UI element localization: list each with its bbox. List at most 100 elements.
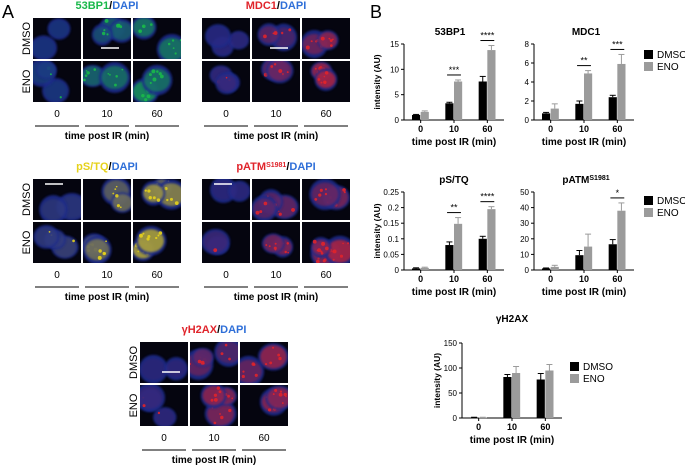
y-tick-label: 4 (525, 78, 530, 87)
row-label: ENO (21, 69, 33, 93)
micrograph-tile (240, 385, 288, 426)
micrograph-tile (252, 18, 300, 59)
legend-swatch (644, 208, 653, 217)
micrograph-tile (202, 18, 250, 59)
micrograph-tile (302, 222, 350, 263)
micrograph-tile (252, 179, 300, 220)
micrograph-tile (252, 222, 300, 263)
time-tick: 10 (101, 270, 113, 281)
micrograph-tile (83, 18, 131, 59)
time-tick: 0 (54, 270, 60, 281)
bar-dmso (608, 97, 617, 120)
legend-swatch (644, 50, 653, 59)
bar-eno (478, 417, 487, 419)
bar-dmso (542, 268, 551, 270)
chart-title: pATMS1981 (562, 175, 609, 187)
y-tick-label: 20 (520, 235, 529, 244)
legend-swatch (644, 196, 653, 205)
legend-swatch (570, 374, 579, 383)
x-tick-label: 60 (612, 274, 622, 284)
bar-eno (487, 50, 496, 120)
significance-label: *** (612, 39, 623, 49)
significance-label: **** (480, 31, 495, 41)
micrograph-tile (133, 61, 181, 102)
micrograph-tile (83, 222, 131, 263)
x-tick-label: 10 (449, 274, 459, 284)
legend-label: ENO (657, 208, 679, 219)
y-axis-label: intensity (AU) (432, 353, 442, 408)
x-tick-label: 60 (540, 422, 550, 432)
bar-dmso (470, 417, 479, 419)
x-tick-label: 60 (612, 124, 622, 134)
time-axis-label: time post IR (min) (65, 292, 149, 303)
micrograph-title: γH2AX/DAPI (182, 324, 247, 336)
x-axis-label: time post IR (min) (412, 137, 496, 148)
significance-label: **** (480, 192, 495, 202)
bar-eno (617, 63, 626, 120)
time-tick: 60 (320, 270, 332, 281)
x-tick-label: 10 (507, 422, 517, 432)
bar-dmso (536, 379, 545, 418)
micrograph-tile (252, 61, 300, 102)
legend-label: DMSO (657, 196, 685, 207)
x-tick-label: 60 (482, 274, 492, 284)
bar-dmso (503, 377, 512, 418)
bar-dmso (575, 255, 584, 270)
bar-eno (584, 73, 593, 120)
time-tick: 0 (223, 109, 229, 120)
bar-dmso (608, 244, 617, 270)
time-tick: 10 (270, 270, 282, 281)
micrograph-title: pATMS1981/DAPI (236, 161, 315, 173)
y-tick-label: 0 (395, 266, 400, 275)
panel-label-a: A (2, 2, 14, 22)
bar-eno (420, 111, 429, 120)
y-tick-label: 5 (395, 91, 400, 100)
x-tick-label: 10 (449, 124, 459, 134)
micrograph-tile (33, 179, 81, 220)
micrograph-tile (133, 222, 181, 263)
time-tick: 60 (320, 109, 332, 120)
time-axis-label: time post IR (min) (65, 131, 149, 142)
bar-dmso (478, 238, 487, 270)
time-tick: 60 (151, 109, 163, 120)
micrograph-tile (302, 18, 350, 59)
legend-label: DMSO (657, 50, 685, 61)
x-tick-label: 10 (579, 274, 589, 284)
x-axis-label: time post IR (min) (542, 137, 626, 148)
y-tick-label: 10 (520, 250, 529, 259)
bar-eno (420, 267, 429, 270)
bar-eno (584, 246, 593, 270)
y-tick-label: 0.25 (383, 188, 399, 197)
y-tick-label: 8 (525, 40, 530, 49)
legend-swatch (644, 62, 653, 71)
y-tick-label: 30 (520, 219, 529, 228)
micrograph-tile (133, 18, 181, 59)
micrograph-tile (240, 342, 288, 383)
bar-dmso (575, 103, 584, 120)
row-label: ENO (128, 393, 140, 417)
bar-dmso (478, 81, 487, 120)
bar-eno (545, 370, 554, 418)
row-label: DMSO (21, 22, 33, 55)
x-tick-label: 10 (579, 124, 589, 134)
legend-label: ENO (583, 374, 605, 385)
y-tick-label: 6 (525, 59, 530, 68)
bar-eno (617, 210, 626, 270)
y-tick-label: 40 (520, 204, 529, 213)
y-tick-label: 0 (525, 266, 530, 275)
micrograph-tile (33, 61, 81, 102)
x-tick-label: 0 (418, 274, 423, 284)
chart-title: pS/TQ (439, 175, 469, 186)
micrograph-tile (202, 222, 250, 263)
y-axis-label: intensity (AU) (372, 54, 382, 109)
